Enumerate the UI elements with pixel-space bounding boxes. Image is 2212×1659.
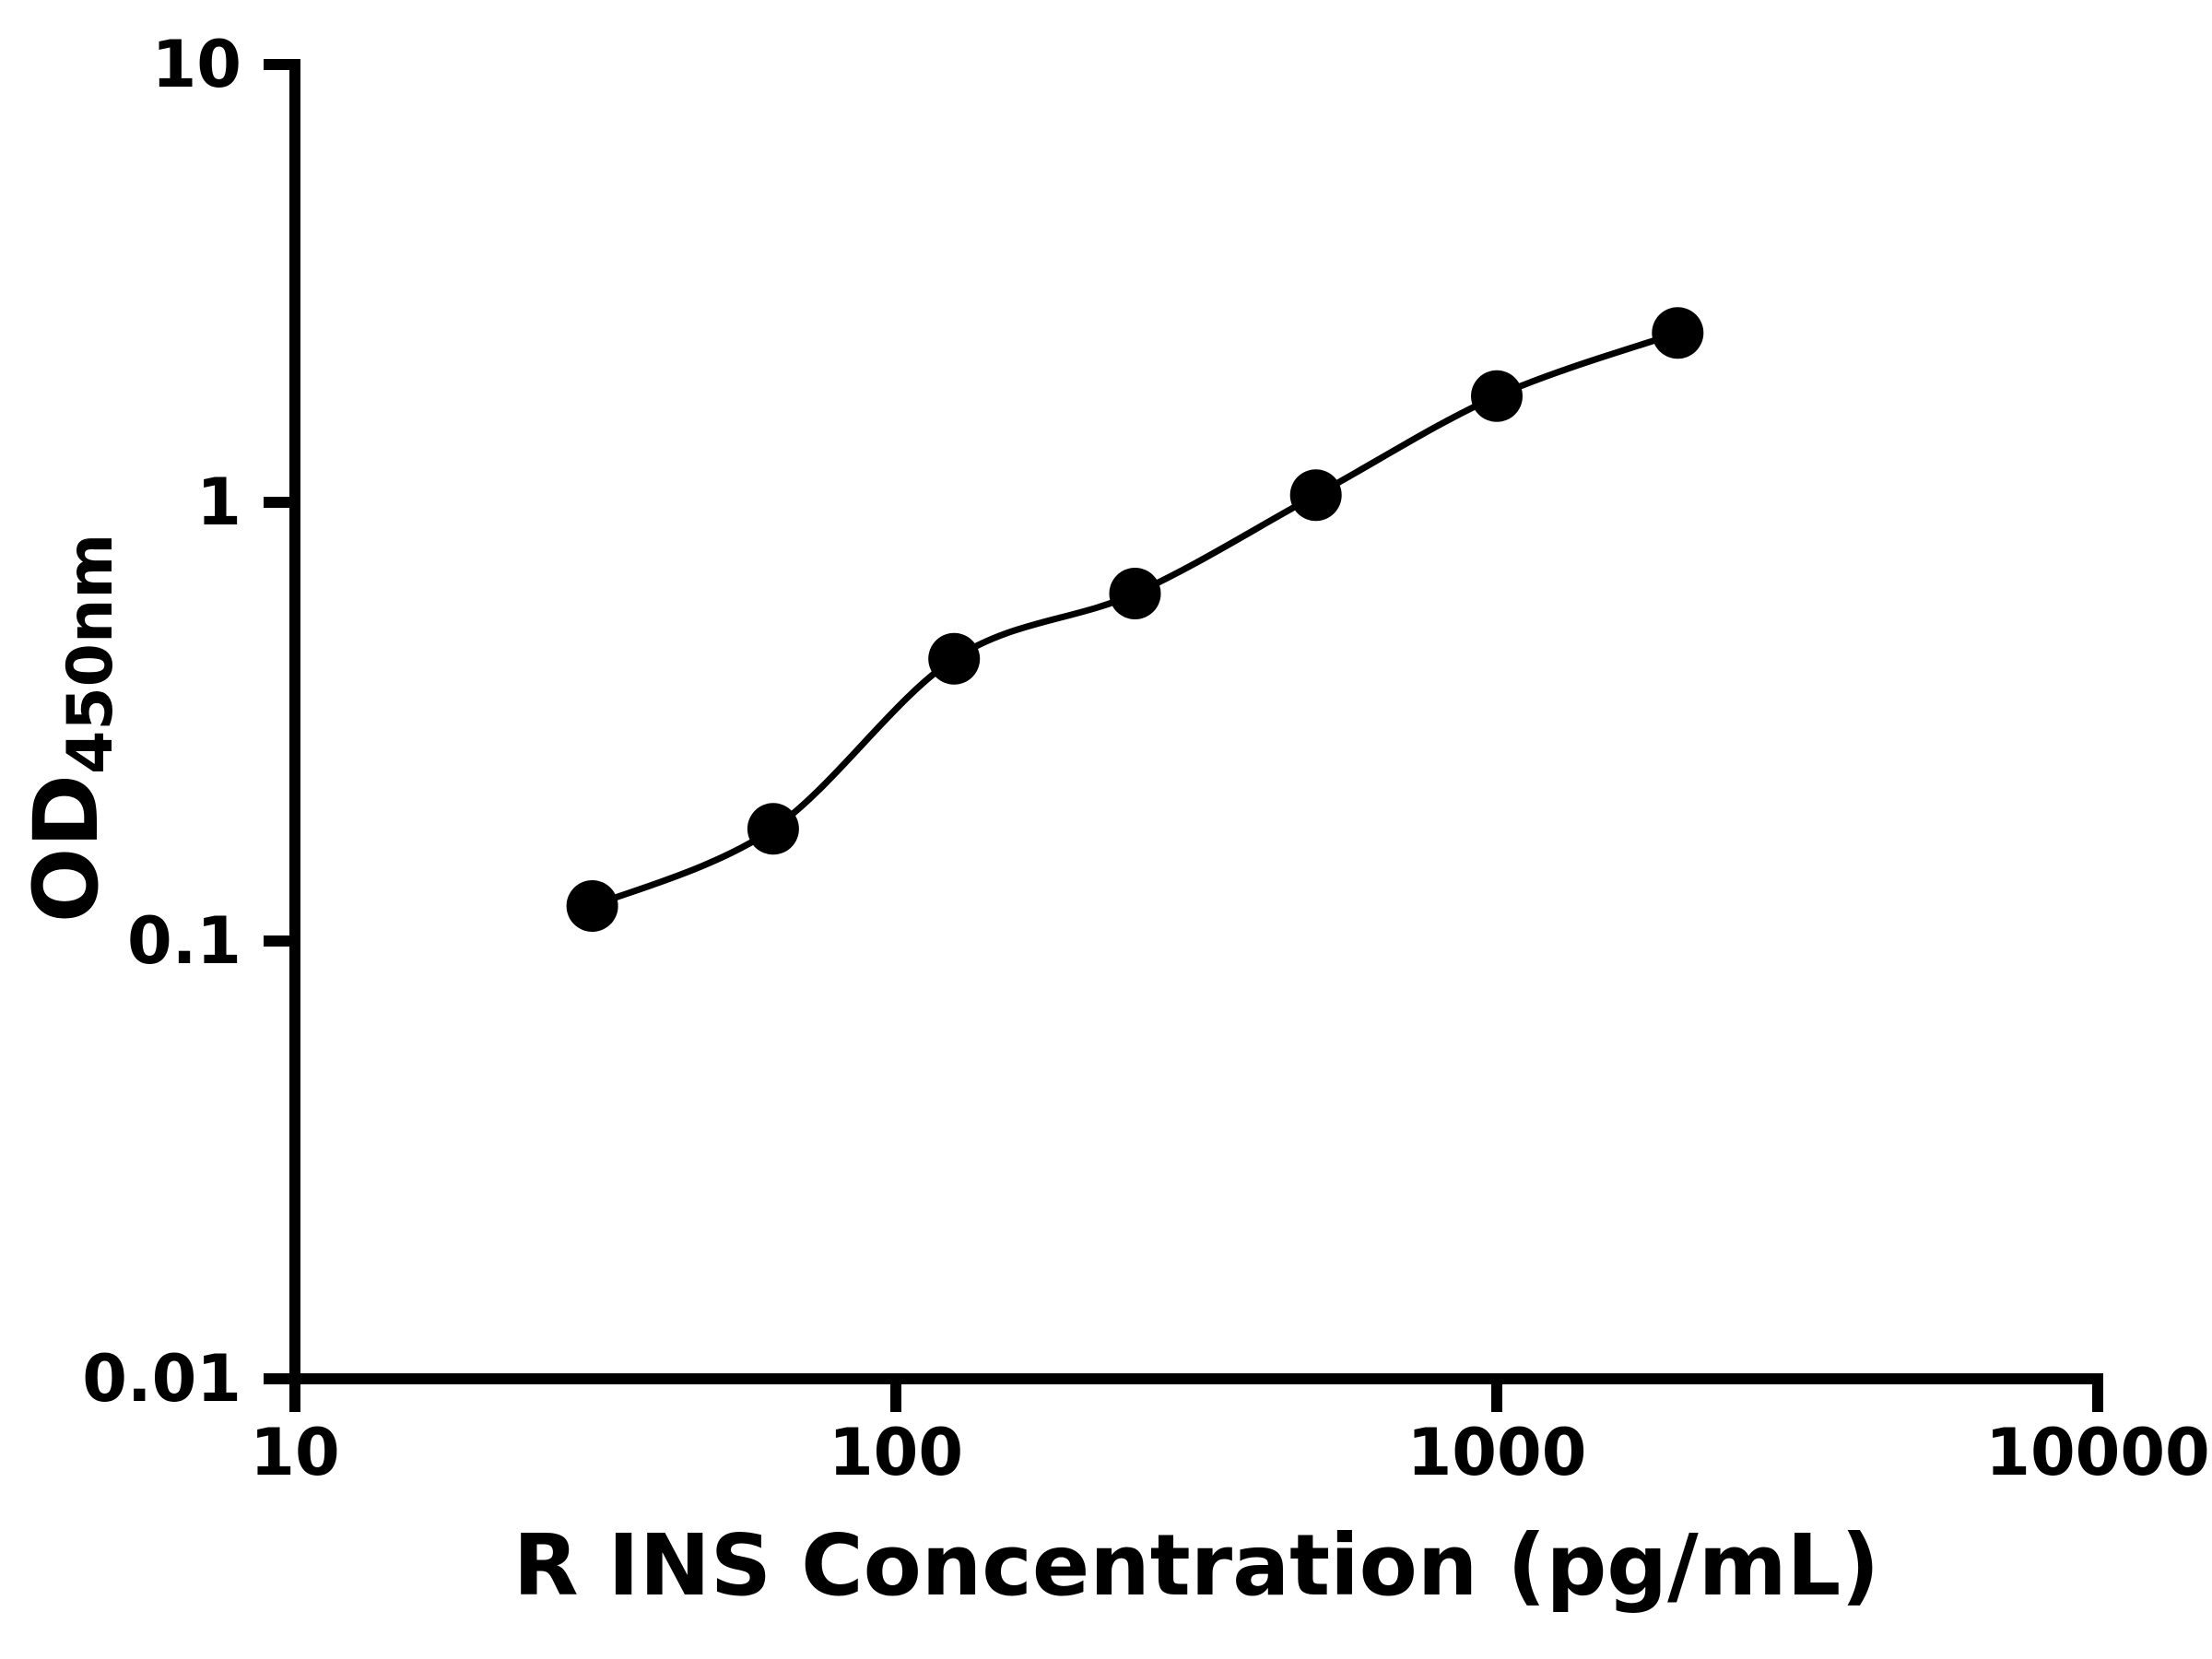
data-points bbox=[566, 307, 1704, 932]
y-axis-tick-labels: 10 1 0.1 0.01 bbox=[82, 27, 241, 1417]
data-point bbox=[1471, 370, 1523, 422]
data-point bbox=[1109, 568, 1161, 619]
x-tick-label: 1000 bbox=[1407, 1415, 1587, 1490]
y-tick-label: 10 bbox=[152, 27, 241, 102]
data-point bbox=[1289, 469, 1342, 522]
y-axis-title: OD450nm bbox=[15, 534, 127, 924]
x-tick-label: 100 bbox=[829, 1415, 963, 1490]
data-point bbox=[566, 880, 618, 932]
data-point bbox=[928, 632, 981, 685]
y-tick-label: 0.01 bbox=[82, 1341, 241, 1417]
x-tick-label: 10000 bbox=[1985, 1415, 2210, 1490]
axes bbox=[289, 59, 2103, 1384]
y-axis-ticks bbox=[264, 59, 295, 1384]
x-axis-tick-labels: 10 100 1000 10000 bbox=[250, 1415, 2209, 1490]
data-point bbox=[1652, 307, 1704, 359]
y-tick-label: 1 bbox=[196, 465, 241, 540]
data-point bbox=[747, 803, 799, 855]
y-tick-label: 0.1 bbox=[127, 903, 241, 979]
x-axis-title: R INS Concentration (pg/mL) bbox=[513, 1516, 1880, 1615]
y-axis-title-subscript: 450nm bbox=[54, 534, 127, 774]
y-axis-title-main: OD bbox=[15, 774, 118, 923]
x-tick-label: 10 bbox=[250, 1415, 339, 1490]
